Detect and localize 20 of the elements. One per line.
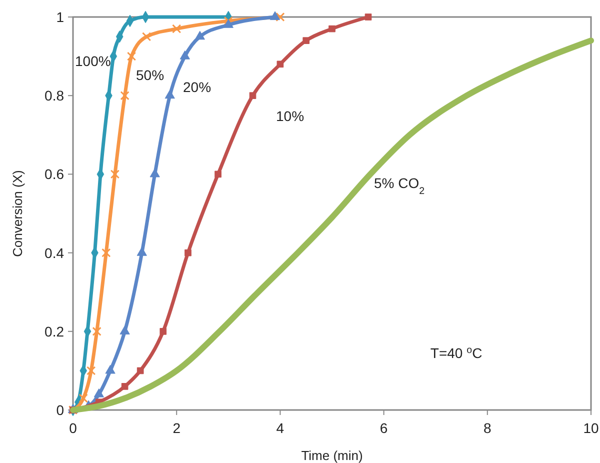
- series-label: 20%: [183, 79, 212, 95]
- y-tick-label: 0.4: [44, 244, 64, 261]
- series-label: 10%: [276, 108, 304, 124]
- x-axis-title: Time (min): [301, 448, 363, 463]
- x-tick-label: 6: [380, 420, 388, 436]
- y-tick-label: 0.6: [44, 166, 64, 182]
- series-label: 50%: [136, 67, 164, 83]
- y-tick-label: 0.8: [44, 88, 64, 104]
- x-tick-label: 2: [172, 420, 181, 436]
- annotation: T=40 $^{o}$C: [430, 344, 482, 361]
- y-tick-label: 0: [56, 402, 64, 418]
- series-label: 100%: [75, 53, 111, 69]
- y-tick-label: 1: [56, 9, 64, 25]
- x-tick-label: 8: [484, 420, 492, 436]
- y-axis-title: Conversion (X): [10, 170, 25, 257]
- y-tick-label: 0.2: [44, 323, 64, 340]
- x-tick-label: 10: [583, 420, 599, 436]
- x-tick-label: 0: [69, 420, 78, 436]
- x-tick-label: 4: [276, 420, 284, 436]
- series-label: 5% CO$_{2}$: [374, 175, 425, 196]
